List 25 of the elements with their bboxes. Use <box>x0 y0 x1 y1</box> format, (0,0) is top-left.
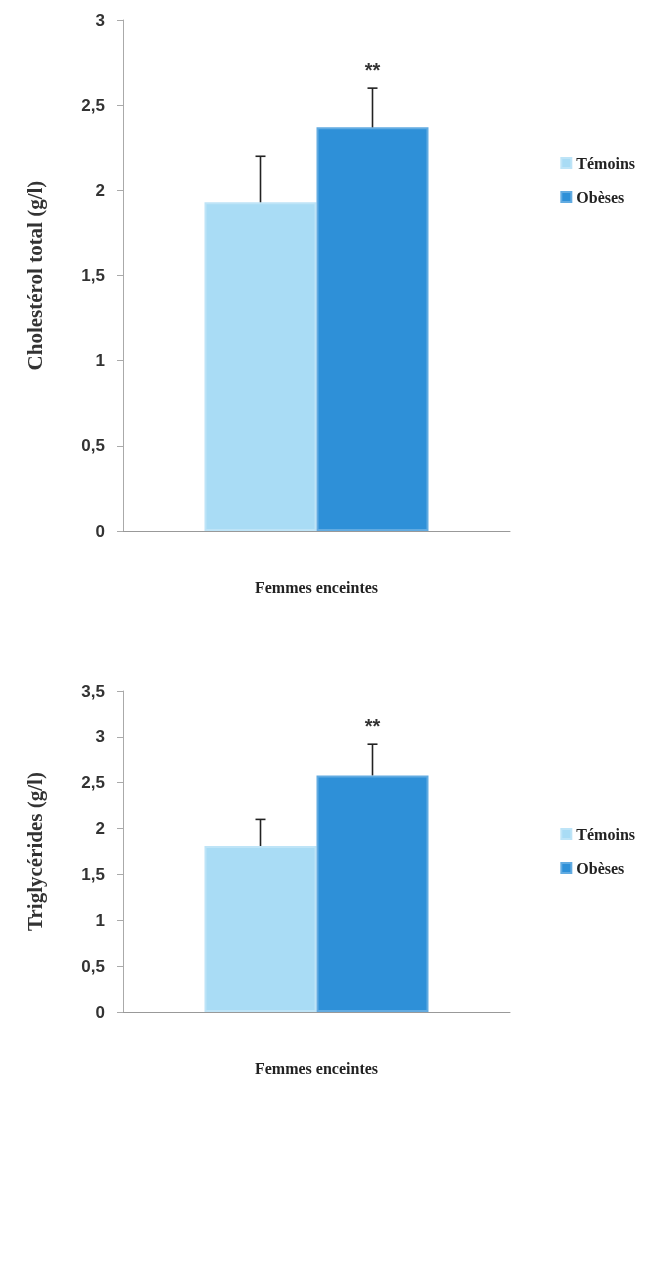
y-tick-label: 1,5 <box>81 864 105 884</box>
y-tick-label: 0 <box>95 1002 105 1022</box>
x-axis-title: Femmes enceintes <box>254 1059 379 1077</box>
y-tick-label: 2 <box>95 819 105 839</box>
y-tick-label: 0,5 <box>81 436 105 456</box>
y-axis-title: Cholestérol total (g/l) <box>22 180 47 371</box>
y-axis-title: Triglycérides (g/l) <box>22 772 47 931</box>
y-tick-label: 0,5 <box>81 956 105 976</box>
y-tick-label: 2,5 <box>81 95 105 115</box>
annotation: ** <box>364 715 381 738</box>
legend-label: Obèses <box>576 859 625 877</box>
legend-label: Témoins <box>576 154 635 172</box>
y-tick-label: 3,5 <box>81 681 105 701</box>
y-tick-label: 2 <box>95 180 105 200</box>
y-tick-label: 1 <box>95 351 105 371</box>
y-tick-label: 3 <box>95 10 105 30</box>
y-tick-label: 1 <box>95 910 105 930</box>
y-tick-label: 2,5 <box>81 773 105 793</box>
y-tick-label: 0 <box>95 521 105 541</box>
annotation: ** <box>364 59 381 82</box>
legend-label: Témoins <box>576 825 635 843</box>
legend-label: Obèses <box>576 188 625 206</box>
y-tick-label: 1,5 <box>81 266 105 285</box>
y-tick-label: 3 <box>95 727 105 747</box>
x-axis-title: Femmes enceintes <box>254 578 379 596</box>
